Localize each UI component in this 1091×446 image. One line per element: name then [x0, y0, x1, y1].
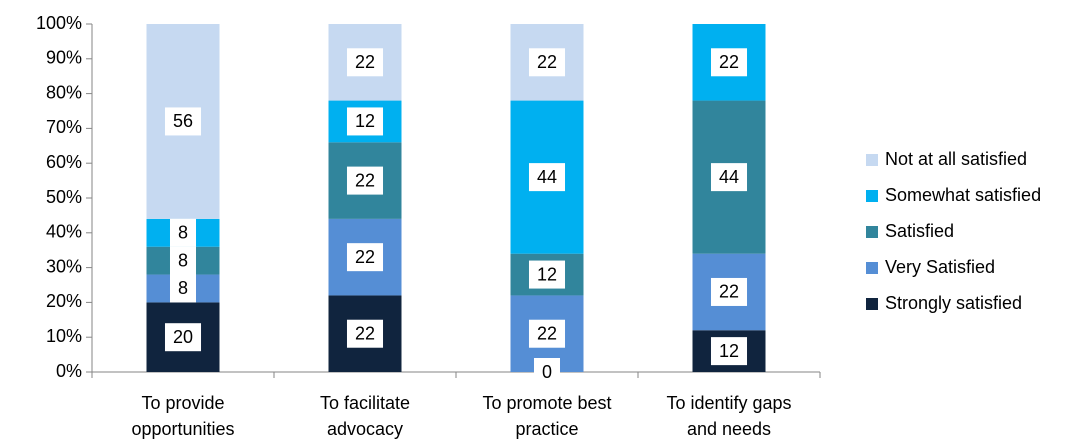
data-label: 12 [710, 337, 748, 366]
data-label-box [528, 163, 566, 192]
legend-label: Somewhat satisfied [885, 185, 1041, 205]
data-label-text: 12 [355, 111, 375, 131]
y-tick-label: 70% [46, 117, 82, 137]
x-tick-label: To identify gaps [666, 393, 791, 413]
x-tick-label: opportunities [131, 419, 234, 439]
data-label-text: 22 [537, 323, 557, 343]
x-tick-label: and needs [687, 419, 771, 439]
data-label-text: 22 [355, 170, 375, 190]
data-label-text: 22 [719, 52, 739, 72]
data-label-text: 22 [355, 323, 375, 343]
data-label-text: 8 [178, 250, 188, 270]
legend-swatch [866, 154, 878, 166]
data-label-text: 0 [542, 362, 552, 382]
y-tick-label: 30% [46, 256, 82, 276]
x-tick-label: advocacy [327, 419, 403, 439]
y-tick-label: 0% [56, 361, 82, 381]
legend-label: Strongly satisfied [885, 293, 1022, 313]
data-label: 8 [169, 246, 197, 275]
legend-label: Not at all satisfied [885, 149, 1027, 169]
data-label-text: 22 [355, 52, 375, 72]
x-tick-label: To facilitate [320, 393, 410, 413]
legend-label: Satisfied [885, 221, 954, 241]
data-label-box [533, 358, 561, 386]
data-label: 22 [710, 48, 748, 77]
data-label-text: 44 [537, 167, 557, 187]
legend-swatch [866, 262, 878, 274]
y-tick-label: 40% [46, 222, 82, 242]
y-tick-label: 90% [46, 48, 82, 68]
data-label-box [169, 218, 197, 247]
data-label-text: 56 [173, 111, 193, 131]
data-label-box [346, 243, 384, 272]
data-label-text: 12 [537, 264, 557, 284]
data-label-box [710, 277, 748, 306]
data-label: 56 [164, 107, 202, 136]
data-label-text: 20 [173, 327, 193, 347]
x-tick-label: To promote best [482, 393, 611, 413]
x-tick-label: To provide [141, 393, 224, 413]
data-label: 8 [169, 218, 197, 247]
data-label-box [164, 107, 202, 136]
data-label: 44 [710, 163, 748, 192]
data-label: 22 [346, 166, 384, 195]
data-label: 22 [346, 48, 384, 77]
data-label-box [528, 260, 566, 289]
data-label-box [346, 48, 384, 77]
legend-swatch [866, 190, 878, 202]
y-tick-label: 10% [46, 326, 82, 346]
data-label-box [346, 319, 384, 348]
data-label-text: 22 [537, 52, 557, 72]
data-label-box [710, 337, 748, 366]
data-label: 0 [533, 358, 561, 386]
data-label-box [169, 246, 197, 275]
y-tick-label: 50% [46, 187, 82, 207]
data-label: 22 [346, 319, 384, 348]
y-tick-label: 20% [46, 291, 82, 311]
data-label-text: 8 [178, 223, 188, 243]
data-label: 22 [528, 319, 566, 348]
x-tick-label: practice [515, 419, 578, 439]
data-label: 22 [710, 277, 748, 306]
y-tick-label: 80% [46, 82, 82, 102]
data-label-text: 12 [719, 341, 739, 361]
y-tick-label: 60% [46, 152, 82, 172]
data-label-box [710, 163, 748, 192]
legend-label: Very Satisfied [885, 257, 995, 277]
data-label-text: 44 [719, 167, 739, 187]
data-label-box [528, 48, 566, 77]
data-label-box [169, 274, 197, 303]
data-label: 12 [346, 107, 384, 136]
data-label-box [164, 323, 202, 352]
data-label: 44 [528, 163, 566, 192]
data-label-text: 22 [719, 282, 739, 302]
legend-swatch [866, 226, 878, 238]
data-label-box [710, 48, 748, 77]
y-tick-label: 100% [36, 13, 82, 33]
data-label: 8 [169, 274, 197, 303]
data-label-box [346, 107, 384, 136]
legend-swatch [866, 298, 878, 310]
data-label: 20 [164, 323, 202, 352]
data-label-text: 8 [178, 278, 188, 298]
data-label: 22 [528, 48, 566, 77]
data-label-text: 22 [355, 247, 375, 267]
data-label-box [346, 166, 384, 195]
data-label: 12 [528, 260, 566, 289]
data-label: 22 [346, 243, 384, 272]
data-label-box [528, 319, 566, 348]
